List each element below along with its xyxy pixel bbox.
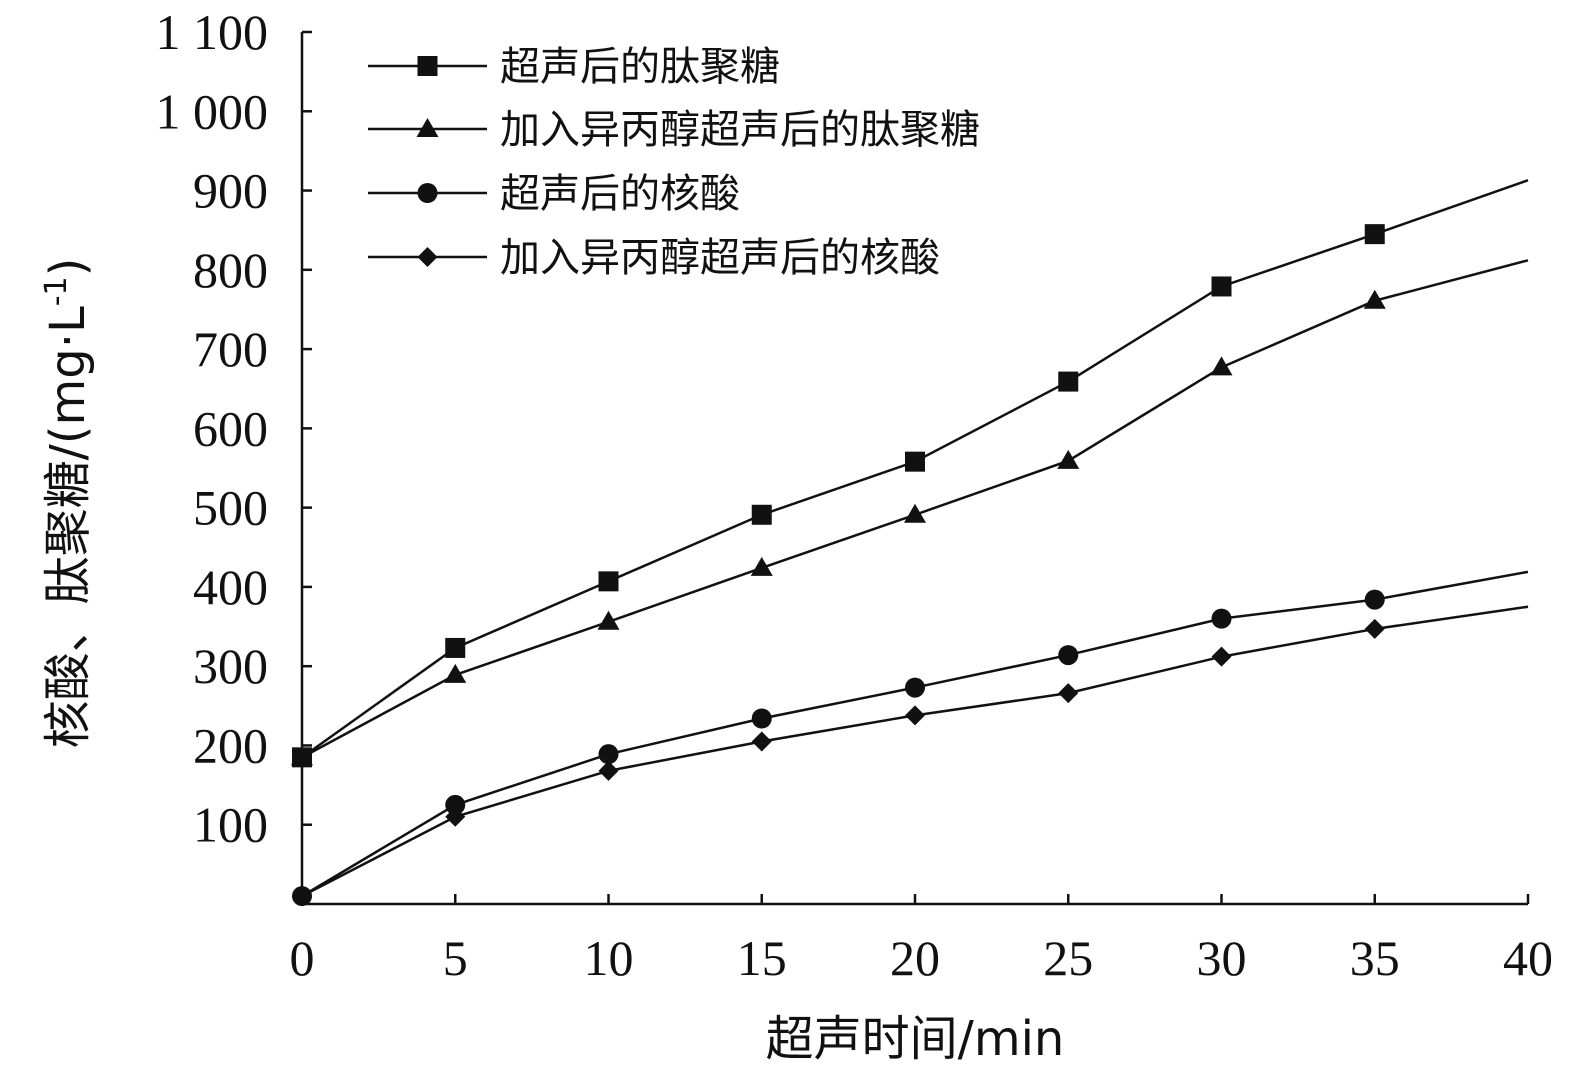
data-point-triangle	[750, 556, 773, 576]
legend-label: 加入异丙醇超声后的核酸	[500, 235, 940, 281]
y-tick-group: 100 200 300 400 500 600 700 800 900 1 000 1 100	[156, 4, 312, 853]
data-point-triangle	[444, 663, 467, 683]
series-3	[292, 570, 1529, 907]
data-point-diamond	[751, 731, 772, 752]
data-point-triangle	[904, 503, 926, 523]
data-point-circle	[1058, 645, 1079, 666]
data-point-triangle	[416, 118, 439, 137]
y-axis-title: 核酸、肽聚糖/(mg·L-1)	[39, 258, 96, 749]
data-point-circle	[417, 183, 438, 203]
data-point-square	[417, 56, 438, 76]
series-4	[292, 605, 1529, 907]
y-axis-title-main: 核酸、肽聚糖/(mg·L	[40, 306, 96, 748]
legend-label: 超声后的核酸	[500, 171, 740, 217]
series-2	[291, 259, 1529, 766]
y-tick-label: 900	[193, 163, 268, 219]
legend-item: 超声后的核酸	[368, 171, 740, 217]
data-point-square	[598, 571, 619, 592]
data-point-triangle	[1057, 449, 1080, 469]
x-tick-label: 15	[737, 930, 787, 986]
y-tick-label: 500	[193, 480, 268, 536]
data-point-circle	[1211, 608, 1232, 629]
x-tick-label: 5	[443, 930, 468, 986]
y-tick-label: 1 000	[156, 83, 269, 139]
y-axis-title-superscript: -1	[39, 276, 74, 306]
data-point-square	[905, 451, 925, 472]
data-point-circle	[598, 744, 619, 765]
data-point-diamond	[1058, 683, 1079, 704]
legend-label: 超声后的肽聚糖	[500, 44, 780, 90]
y-tick-label: 1 100	[156, 4, 269, 60]
data-point-triangle	[1210, 356, 1233, 376]
data-point-square	[751, 504, 772, 525]
data-point-circle	[905, 677, 925, 698]
data-point-square	[445, 637, 466, 658]
y-tick-label: 200	[193, 717, 268, 773]
data-point-square	[1211, 276, 1232, 297]
y-tick-label: 700	[193, 321, 268, 377]
data-point-diamond	[1211, 646, 1232, 667]
data-point-diamond	[598, 760, 619, 781]
x-tick-label: 40	[1503, 930, 1553, 986]
y-axis-title-close: )	[40, 258, 96, 277]
legend-item: 加入异丙醇超声后的核酸	[368, 235, 940, 281]
data-point-diamond	[905, 705, 925, 726]
x-tick-group: 0 5 10 15 20 25 30 35 40	[290, 894, 1553, 986]
legend-label: 加入异丙醇超声后的肽聚糖	[500, 107, 980, 153]
data-point-square	[1058, 371, 1079, 392]
data-point-diamond	[1364, 618, 1385, 639]
data-point-triangle	[291, 746, 313, 766]
data-point-diamond	[445, 806, 466, 827]
x-tick-label: 0	[290, 930, 315, 986]
x-axis-title: 超声时间/min	[766, 1011, 1065, 1067]
series-1	[292, 179, 1529, 768]
x-tick-label: 30	[1197, 930, 1247, 986]
x-tick-label: 35	[1350, 930, 1400, 986]
data-point-triangle	[597, 610, 620, 630]
y-tick-label: 300	[193, 638, 268, 694]
series-group	[291, 179, 1529, 907]
data-point-square	[1364, 224, 1385, 245]
legend-item: 加入异丙醇超声后的肽聚糖	[368, 107, 980, 153]
x-tick-label: 10	[584, 930, 634, 986]
data-point-triangle	[1363, 289, 1386, 309]
series-line	[301, 605, 1529, 898]
x-tick-label: 25	[1043, 930, 1093, 986]
data-point-diamond	[417, 247, 438, 267]
data-point-circle	[445, 794, 466, 815]
legend-item: 超声后的肽聚糖	[368, 44, 780, 90]
series-line	[301, 570, 1529, 898]
data-point-circle	[1364, 589, 1385, 610]
data-point-diamond	[292, 886, 312, 907]
data-point-circle	[751, 708, 772, 729]
y-tick-label: 800	[193, 242, 268, 298]
y-tick-label: 100	[193, 797, 268, 853]
y-tick-label: 600	[193, 400, 268, 456]
y-tick-label: 400	[193, 559, 268, 615]
x-tick-label: 20	[890, 930, 940, 986]
